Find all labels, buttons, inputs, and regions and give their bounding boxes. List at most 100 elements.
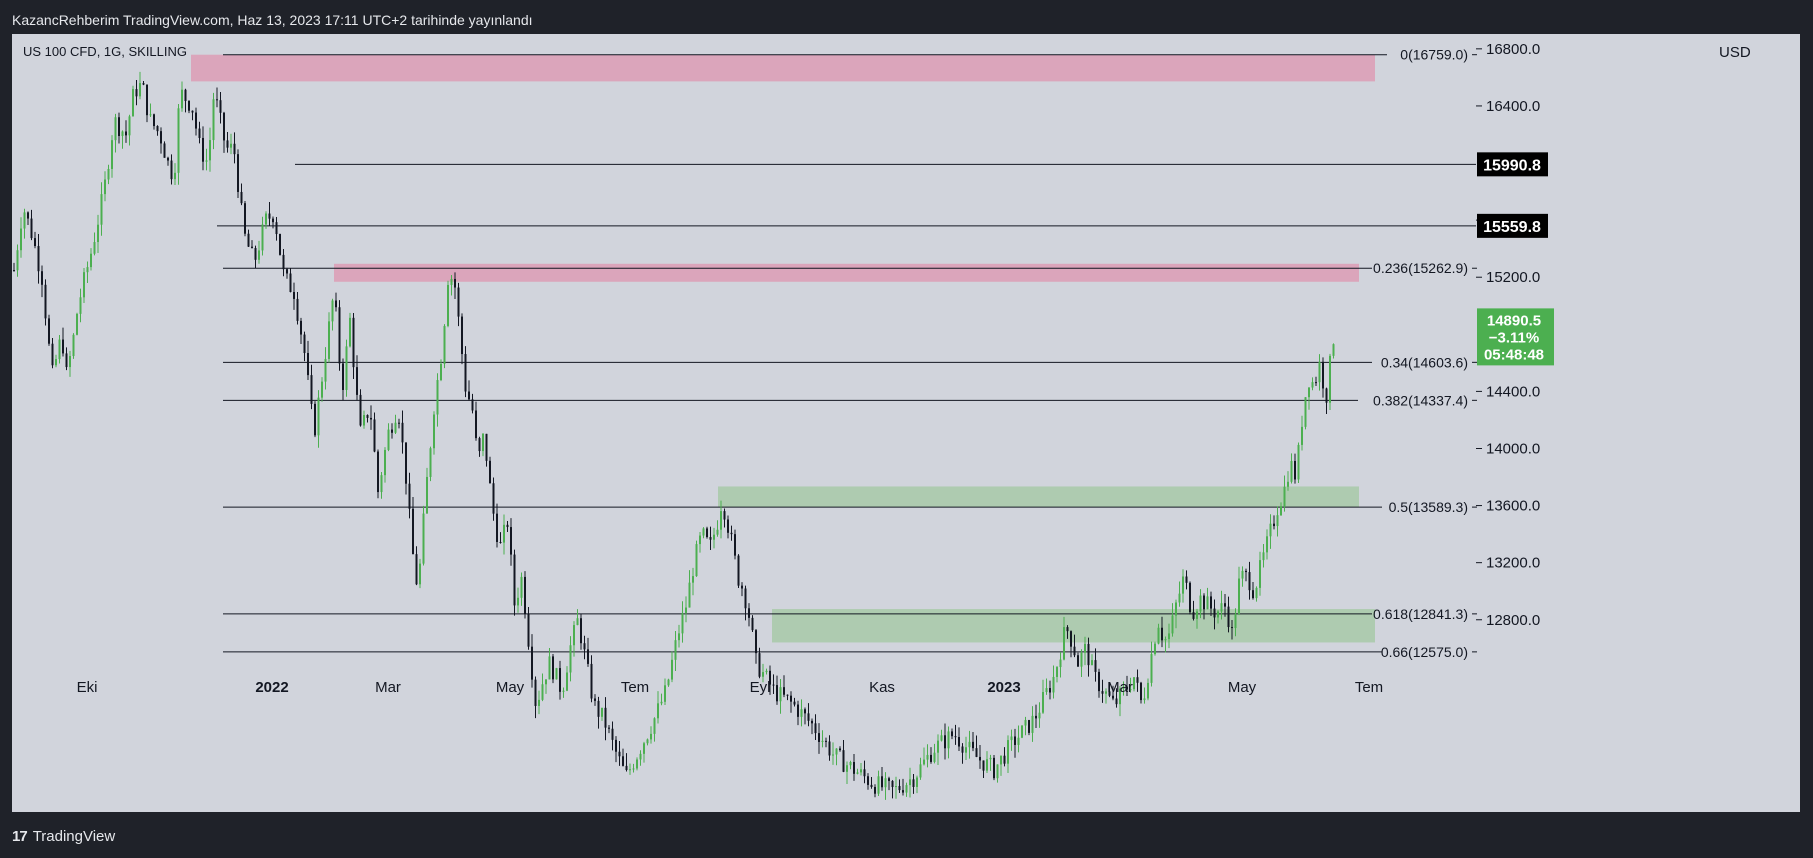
candle-body [776, 685, 778, 702]
horizontal-lines-layer [217, 54, 1476, 653]
candle-body [618, 751, 621, 757]
candle-body [1007, 740, 1009, 764]
currency-label[interactable]: USD [1719, 44, 1751, 61]
candle-body [594, 698, 596, 701]
y-tick-label: 16400.0 [1486, 98, 1540, 115]
candle-body [1112, 695, 1114, 699]
candle-body [888, 778, 890, 781]
candle-body [1304, 397, 1307, 427]
candle-body [426, 476, 428, 514]
candle-body [608, 727, 610, 729]
candle-body [457, 287, 460, 317]
candle-body [321, 381, 323, 398]
candle-body [569, 645, 572, 673]
candle-body [1164, 639, 1167, 641]
candle-body [1196, 611, 1198, 619]
candle-body [629, 769, 631, 771]
candle-body [853, 762, 855, 774]
candle-body [370, 417, 372, 420]
candle-body [695, 544, 698, 577]
candle-body [93, 242, 96, 254]
candle-body [842, 750, 845, 772]
candle-body [1028, 720, 1030, 733]
candle-body [135, 89, 138, 97]
candle-body [814, 723, 817, 734]
candle-body [1122, 686, 1125, 689]
candle-body [69, 356, 71, 368]
candle-body [121, 131, 124, 137]
candle-body [884, 778, 887, 788]
candle-body [48, 318, 50, 344]
price-chart[interactable]: 0(16759.0) 0.236(15262.9) 0.34(14603.6) 0.3… [12, 34, 1800, 812]
candle-body [1192, 612, 1195, 619]
x-tick-label: May [496, 679, 525, 696]
candle-body [800, 709, 803, 717]
footer-brand[interactable]: 17 TradingView [12, 826, 115, 848]
candle-body [454, 278, 456, 288]
candle-body [230, 143, 232, 148]
candle-body [244, 203, 246, 234]
candle-body [1014, 736, 1016, 745]
candle-body [461, 316, 463, 355]
candle-body [1101, 691, 1104, 694]
candle-body [107, 168, 110, 180]
candle-body [233, 143, 236, 155]
candle-body [954, 736, 957, 738]
candle-body [1140, 682, 1142, 701]
candle-body [513, 554, 516, 606]
resistance-zone [334, 263, 1359, 282]
candle-body [650, 733, 652, 740]
x-tick-label: Mar [1107, 679, 1133, 696]
candle-body [30, 218, 33, 239]
candle-body [706, 528, 708, 538]
candle-body [783, 687, 785, 695]
candle-body [685, 607, 687, 613]
candle-body [615, 739, 617, 752]
candle-body [1000, 755, 1002, 765]
last-price-badge [1477, 308, 1554, 366]
candle-body [1234, 614, 1237, 629]
chart-pane[interactable]: 0(16759.0) 0.236(15262.9) 0.34(14603.6) 0.3… [12, 34, 1800, 812]
fib-label: 0.5(13589.3) [1389, 499, 1468, 515]
candle-body [835, 748, 838, 755]
candle-body [737, 555, 740, 586]
candle-body [671, 659, 673, 680]
candle-body [877, 776, 880, 794]
candle-body [699, 535, 701, 545]
candle-body [79, 297, 82, 314]
candle-body [331, 300, 334, 322]
candle-body [1021, 725, 1023, 738]
candle-body [181, 89, 183, 109]
candle-body [398, 422, 400, 424]
candle-body [870, 784, 873, 787]
candle-body [583, 643, 586, 650]
candle-body [786, 694, 789, 696]
x-tick-label: 2022 [255, 679, 288, 696]
candle-body [793, 701, 796, 705]
candle-body [996, 764, 999, 779]
candle-body [681, 612, 684, 634]
candle-body [1094, 660, 1097, 672]
candle-body [303, 334, 306, 354]
candle-body [916, 777, 918, 787]
candle-body [940, 735, 943, 741]
candle-body [1238, 578, 1240, 615]
candle-body [1119, 688, 1121, 705]
candle-body [380, 475, 383, 493]
candle-body [545, 679, 547, 685]
candle-body [762, 672, 764, 677]
candle-body [492, 483, 495, 514]
y-tick-label: 12800.0 [1486, 612, 1540, 629]
candle-body [541, 684, 544, 700]
candle-body [1098, 671, 1100, 692]
x-tick-label: Tem [621, 679, 649, 696]
candle-body [76, 313, 78, 335]
candle-body [317, 397, 320, 436]
candle-body [1073, 646, 1076, 656]
candle-body [657, 703, 659, 719]
candle-body [856, 772, 859, 774]
candle-body [1143, 698, 1146, 701]
candle-body [559, 668, 561, 692]
fib-label: 0.236(15262.9) [1373, 260, 1468, 276]
price-badges: 15990.8 15559.8 14890.5−3.11%05:48:48 [1477, 152, 1554, 366]
